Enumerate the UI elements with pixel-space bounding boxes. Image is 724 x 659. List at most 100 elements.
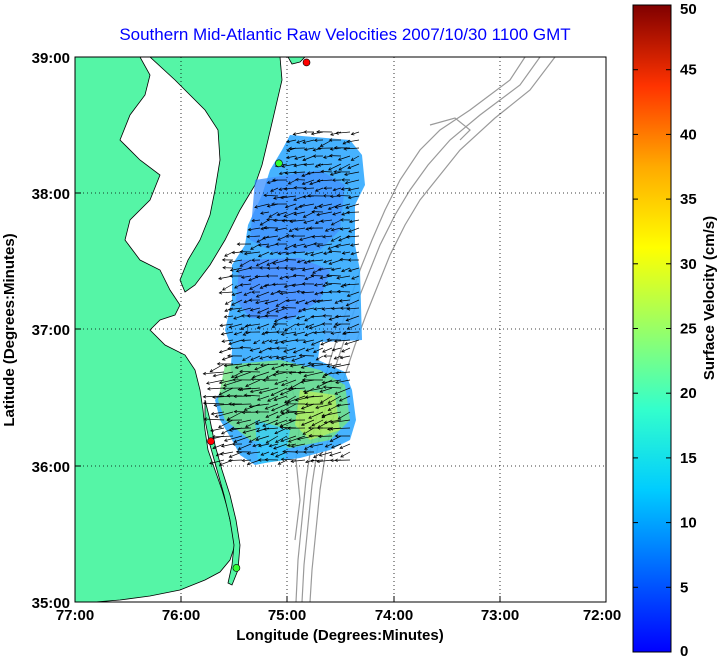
velocity-arrow: [316, 459, 333, 463]
velocity-arrow: [317, 179, 333, 182]
velocity-arrow: [241, 275, 252, 278]
velocity-arrow: [203, 402, 225, 405]
velocity-arrow: [220, 451, 234, 455]
velocity-arrow-head: [323, 372, 328, 377]
velocity-arrow: [344, 171, 360, 176]
velocity-arrow-head: [328, 167, 332, 171]
velocity-arrow-head: [244, 324, 249, 328]
velocity-arrow: [271, 403, 288, 411]
velocity-arrow: [280, 291, 297, 294]
velocity-arrow-head: [263, 283, 268, 288]
velocity-arrow: [299, 355, 315, 357]
velocity-arrow-head: [328, 138, 333, 142]
velocity-arrow-head: [227, 307, 232, 312]
velocity-arrow-head: [339, 218, 344, 222]
velocity-arrow-head: [335, 314, 339, 319]
velocity-arrow-head: [304, 252, 309, 256]
velocity-arrow-head: [292, 250, 296, 255]
velocity-arrow: [300, 379, 315, 383]
velocity-arrow-head: [268, 355, 273, 359]
velocity-arrow: [222, 283, 234, 291]
velocity-arrow-head: [231, 402, 235, 407]
velocity-arrow-head: [298, 204, 302, 209]
velocity-arrow-head: [236, 309, 241, 313]
velocity-arrow-head: [322, 235, 326, 239]
velocity-arrow: [325, 282, 342, 285]
velocity-arrow-head: [233, 332, 238, 336]
velocity-arrow-head: [258, 390, 263, 395]
velocity-arrow-head: [308, 434, 312, 438]
velocity-arrow: [289, 219, 306, 222]
velocity-arrow-head: [218, 380, 223, 385]
velocity-arrow: [250, 307, 261, 311]
velocity-arrow: [231, 403, 252, 405]
velocity-arrow-head: [222, 266, 226, 270]
velocity-arrow-head: [250, 377, 255, 382]
velocity-arrow-head: [234, 375, 239, 379]
velocity-arrow: [256, 291, 270, 298]
velocity-arrow: [247, 235, 261, 238]
velocity-arrow-head: [304, 318, 308, 322]
velocity-arrow-head: [308, 415, 312, 419]
velocity-arrow-head: [280, 411, 285, 415]
velocity-arrow-head: [279, 425, 284, 430]
velocity-arrow-head: [330, 458, 334, 463]
velocity-arrow: [325, 227, 333, 232]
velocity-arrow: [281, 379, 297, 386]
velocity-arrow-head: [239, 326, 244, 330]
velocity-arrow-head: [274, 454, 279, 458]
velocity-arrow: [312, 235, 324, 238]
velocity-arrow: [302, 427, 315, 435]
velocity-arrow: [231, 299, 243, 306]
velocity-arrow-head: [254, 274, 259, 279]
velocity-arrow-head: [302, 340, 307, 344]
velocity-arrow-head: [279, 409, 284, 413]
velocity-arrow-head: [302, 194, 307, 199]
velocity-arrow-head: [338, 238, 342, 242]
velocity-arrow-head: [336, 193, 341, 198]
velocity-arrow: [307, 259, 324, 262]
velocity-arrow: [282, 219, 297, 222]
velocity-arrow-head: [280, 305, 285, 310]
velocity-arrow: [319, 451, 333, 457]
velocity-arrow-head: [211, 435, 216, 439]
velocity-arrow: [339, 299, 351, 302]
velocity-arrow-head: [343, 147, 347, 151]
velocity-arrow-head: [287, 387, 291, 391]
velocity-arrow: [204, 418, 225, 421]
velocity-arrow-head: [276, 212, 281, 217]
velocity-arrow: [296, 315, 306, 319]
x-axis-label: Longitude (Degrees:Minutes): [236, 627, 444, 644]
velocity-arrow-head: [273, 319, 278, 323]
velocity-arrow-head: [320, 342, 324, 346]
velocity-arrow-head: [228, 341, 232, 346]
velocity-arrow: [322, 379, 342, 384]
velocity-arrow-head: [335, 371, 339, 375]
velocity-arrow-head: [310, 131, 315, 136]
velocity-arrow-head: [308, 226, 312, 230]
velocity-arrow-head: [330, 238, 335, 242]
velocity-arrow-head: [296, 316, 300, 320]
velocity-arrow: [330, 435, 342, 442]
velocity-arrow: [234, 331, 243, 335]
velocity-arrow-head: [265, 244, 270, 249]
velocity-arrow-head: [295, 177, 299, 182]
colorbar-tick-label: 15: [680, 450, 697, 467]
velocity-arrow-head: [248, 278, 252, 282]
velocity-arrow-head: [313, 205, 318, 209]
velocity-arrow-head: [266, 266, 271, 270]
velocity-arrow-head: [254, 367, 258, 371]
velocity-arrow-head: [314, 220, 319, 224]
velocity-arrow-head: [327, 206, 332, 210]
velocity-arrow-head: [255, 294, 260, 298]
velocity-arrow-head: [253, 340, 257, 345]
velocity-arrow-head: [328, 290, 332, 294]
velocity-arrow: [218, 419, 234, 428]
velocity-arrow-head: [263, 225, 267, 230]
velocity-arrow: [316, 211, 333, 216]
velocity-arrow-head: [221, 258, 226, 262]
velocity-arrow-head: [347, 187, 352, 192]
velocity-arrow-head: [304, 301, 309, 305]
velocity-arrow-head: [303, 130, 307, 134]
velocity-arrow: [240, 283, 252, 286]
